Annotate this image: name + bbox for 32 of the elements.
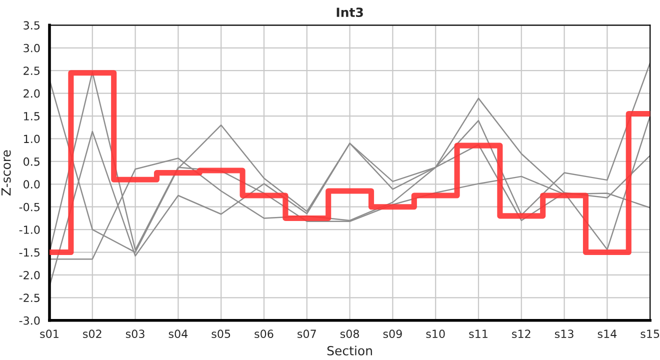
y-tick-label: 1.0 (24, 134, 40, 144)
y-tick-label: 3.5 (24, 21, 40, 30)
x-tick-label: s15 (640, 330, 660, 338)
y-tick-label: -0.5 (19, 202, 40, 212)
x-tick-label: s14 (598, 330, 617, 338)
x-tick-label: s03 (126, 330, 144, 338)
x-tick-label: s01 (40, 330, 58, 338)
x-tick-label: s09 (383, 330, 402, 338)
y-tick-label: 2.5 (24, 66, 40, 75)
y-tick-label: 3.0 (24, 44, 40, 52)
x-tick-label: s10 (426, 330, 445, 338)
y-tick-label: 0.5 (24, 157, 40, 166)
x-tick-label: s11 (469, 330, 488, 338)
chart-title: Int3 (336, 8, 363, 18)
y-tick-label: 1.5 (24, 112, 40, 120)
y-tick-label: -1.5 (19, 248, 40, 257)
y-axis-title: Z-score (2, 150, 11, 196)
y-tick-label: 0.0 (24, 180, 40, 189)
y-tick-label: -1.0 (19, 226, 40, 234)
y-tick-label: -2.5 (19, 294, 40, 302)
x-tick-label: s02 (83, 330, 102, 338)
x-tick-label: s06 (254, 330, 274, 338)
x-tick-label: s07 (298, 330, 316, 338)
y-tick-label: -3.0 (19, 316, 40, 325)
x-tick-label: s04 (168, 330, 188, 338)
y-tick-label: 2.0 (24, 89, 40, 98)
x-tick-label: s13 (554, 330, 574, 338)
x-tick-label: s08 (340, 330, 360, 338)
x-tick-label: s12 (512, 330, 530, 338)
x-axis-title: Section (327, 346, 372, 356)
x-tick-label: s05 (212, 330, 230, 338)
y-tick-label: -2.0 (19, 270, 40, 280)
